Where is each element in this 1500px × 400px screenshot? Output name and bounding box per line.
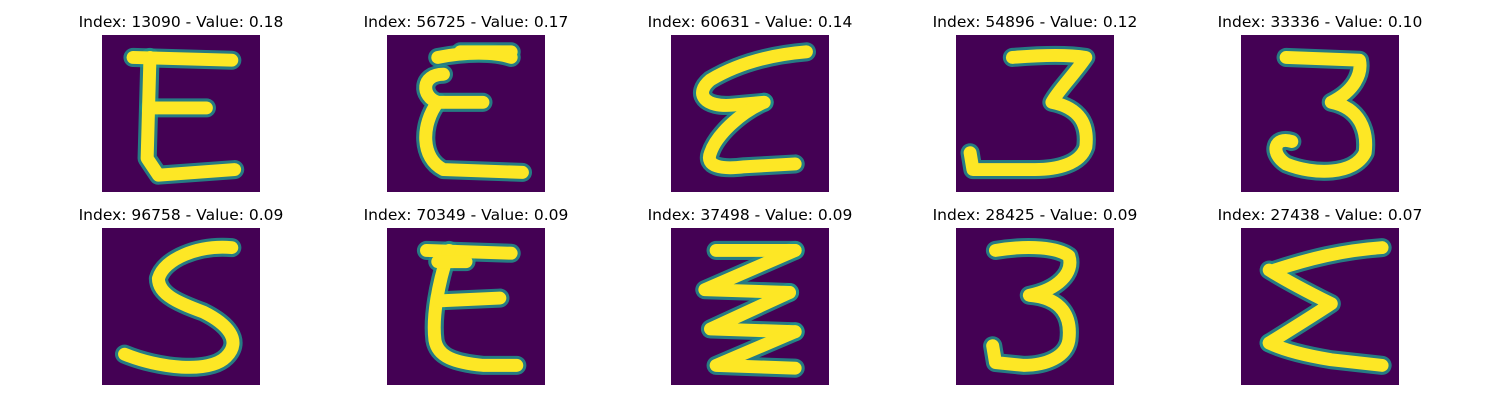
- handwritten-3-image: [956, 228, 1114, 385]
- handwritten-zigzag-E-image: [671, 228, 829, 385]
- glyph-stroke: [431, 291, 507, 308]
- panel-title: Index: 96758 - Value: 0.09: [78, 206, 284, 224]
- glyph-stroke: [696, 45, 813, 112]
- image-panel: Index: 13090 - Value: 0.18: [79, 12, 283, 202]
- handwritten-3-image: [956, 35, 1114, 192]
- panel-title: Index: 27438 - Value: 0.07: [1217, 206, 1423, 224]
- image-panel: Index: 96758 - Value: 0.09: [79, 205, 283, 395]
- panel-title: Index: 28425 - Value: 0.09: [932, 206, 1138, 224]
- panel-title: Index: 60631 - Value: 0.14: [647, 13, 853, 31]
- image-panel: Index: 54896 - Value: 0.12: [933, 12, 1137, 202]
- glyph-stroke: [986, 241, 1077, 372]
- handwritten-slanted-E-image: [671, 35, 829, 192]
- image-panel: Index: 60631 - Value: 0.14: [648, 12, 852, 202]
- glyph-stroke: [1268, 241, 1389, 277]
- glyph-stroke: [698, 243, 802, 299]
- handwritten-E-image: [387, 228, 545, 385]
- glyph-stroke: [118, 240, 240, 374]
- handwritten-E-image: [102, 35, 260, 192]
- glyph-stroke: [704, 286, 802, 339]
- panel-title: Index: 70349 - Value: 0.09: [363, 206, 569, 224]
- image-panel: Index: 70349 - Value: 0.09: [364, 205, 568, 395]
- glyph-stroke: [703, 95, 802, 175]
- panel-title: Index: 37498 - Value: 0.09: [647, 206, 853, 224]
- glyph-stroke: [427, 243, 524, 372]
- image-panel: Index: 56725 - Value: 0.17: [364, 12, 568, 202]
- image-panel: Index: 27438 - Value: 0.07: [1218, 205, 1422, 395]
- panel-title: Index: 33336 - Value: 0.10: [1217, 13, 1423, 31]
- glyph-stroke: [1269, 50, 1373, 178]
- panel-title: Index: 54896 - Value: 0.12: [932, 13, 1138, 31]
- glyph-stroke: [1262, 263, 1338, 350]
- handwritten-E-image: [387, 35, 545, 192]
- glyph-stroke: [420, 243, 518, 260]
- image-panel: Index: 28425 - Value: 0.09: [933, 205, 1137, 395]
- glyph-stroke: [419, 95, 529, 179]
- panel-title: Index: 13090 - Value: 0.18: [78, 13, 284, 31]
- image-panel: Index: 37498 - Value: 0.09: [648, 205, 852, 395]
- glyph-stroke: [1262, 336, 1389, 372]
- panel-title: Index: 56725 - Value: 0.17: [363, 13, 569, 31]
- glyph-stroke: [709, 325, 802, 375]
- handwritten-3-image: [1241, 35, 1399, 192]
- image-panel: Index: 33336 - Value: 0.10: [1218, 12, 1422, 202]
- glyph-stroke: [963, 48, 1093, 177]
- handwritten-S-image: [102, 228, 260, 385]
- handwritten-sigma-image: [1241, 228, 1399, 385]
